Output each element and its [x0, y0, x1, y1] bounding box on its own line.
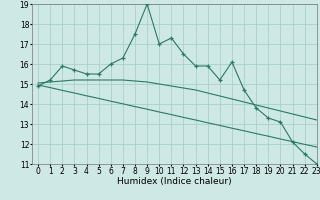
X-axis label: Humidex (Indice chaleur): Humidex (Indice chaleur) [117, 177, 232, 186]
